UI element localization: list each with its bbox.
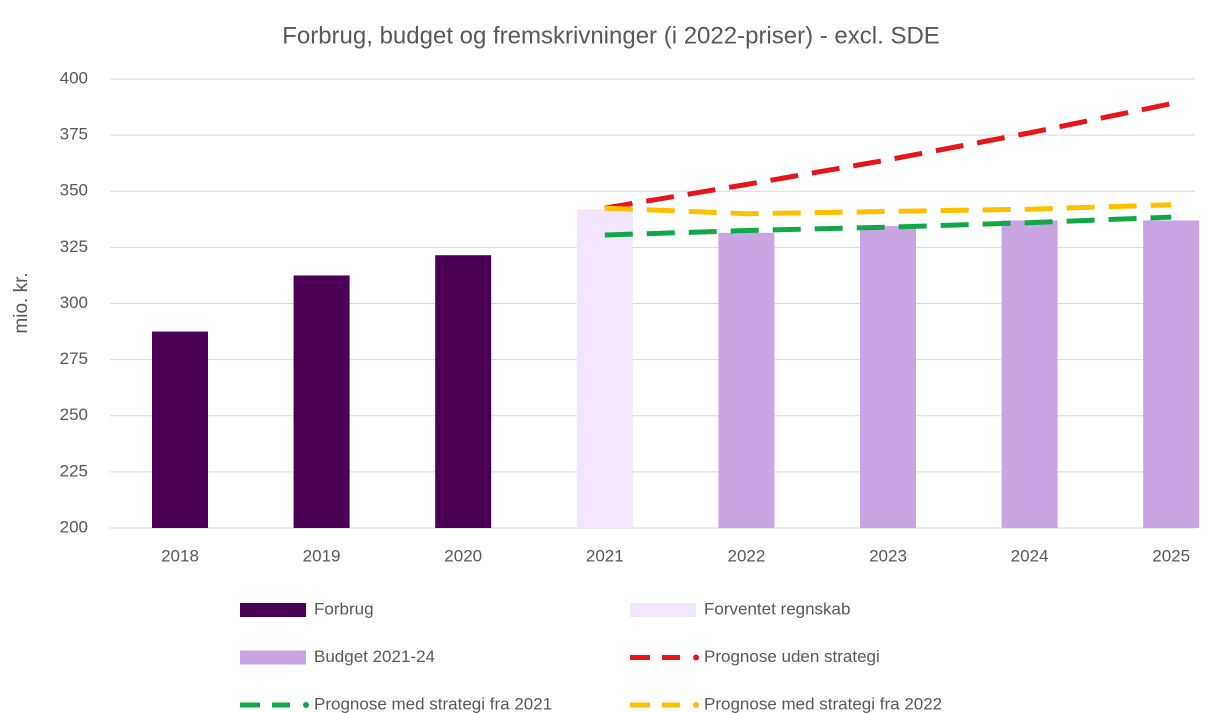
y-tick-label: 200 xyxy=(60,517,88,536)
x-tick-label: 2024 xyxy=(1011,546,1049,565)
bar xyxy=(860,226,916,529)
line-series xyxy=(604,202,1172,217)
legend-swatch xyxy=(240,650,306,665)
chart-title: Forbrug, budget og fremskrivninger (i 20… xyxy=(282,22,940,49)
legend-marker xyxy=(303,702,309,708)
legend-label: Prognose med strategi fra 2021 xyxy=(314,694,552,713)
legend-marker xyxy=(693,654,699,661)
x-tick-label: 2022 xyxy=(727,546,765,565)
bar xyxy=(1001,220,1058,528)
legend-label: Forbrug xyxy=(314,599,374,618)
bar xyxy=(435,255,492,529)
legend-label: Prognose uden strategi xyxy=(704,647,880,666)
y-tick-label: 300 xyxy=(60,293,88,312)
x-tick-label: 2020 xyxy=(444,546,482,565)
legend-label: Budget 2021-24 xyxy=(314,647,435,666)
legend-label: Forventet regnskab xyxy=(704,599,850,618)
legend-swatch xyxy=(240,603,306,617)
bar xyxy=(718,232,775,528)
x-tick-label: 2023 xyxy=(869,546,907,565)
y-tick-label: 275 xyxy=(60,349,88,368)
line-series xyxy=(604,214,1172,238)
bar xyxy=(152,331,208,528)
x-tick-label: 2021 xyxy=(586,546,624,565)
y-tick-label: 350 xyxy=(60,181,88,200)
legend-label: Prognose med strategi fra 2022 xyxy=(704,694,942,713)
legend-swatch xyxy=(630,603,696,617)
line-series xyxy=(604,101,1172,211)
y-tick-label: 400 xyxy=(60,68,88,87)
x-tick-label: 2025 xyxy=(1152,546,1190,565)
bar xyxy=(1143,220,1200,528)
x-tick-label: 2018 xyxy=(161,546,199,565)
legend-marker xyxy=(693,702,699,708)
y-tick-label: 225 xyxy=(60,461,88,480)
y-tick-label: 375 xyxy=(60,125,88,144)
x-tick-label: 2019 xyxy=(303,546,341,565)
bar xyxy=(293,275,350,528)
y-axis-label: mio. kr. xyxy=(11,272,32,333)
bar xyxy=(576,209,633,528)
y-tick-label: 325 xyxy=(60,237,88,256)
y-tick-label: 250 xyxy=(60,405,88,424)
